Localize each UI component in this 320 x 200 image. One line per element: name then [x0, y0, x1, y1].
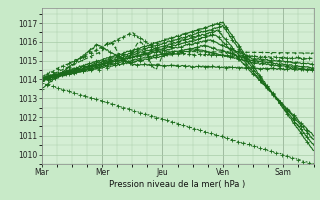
X-axis label: Pression niveau de la mer( hPa ): Pression niveau de la mer( hPa ) — [109, 180, 246, 189]
